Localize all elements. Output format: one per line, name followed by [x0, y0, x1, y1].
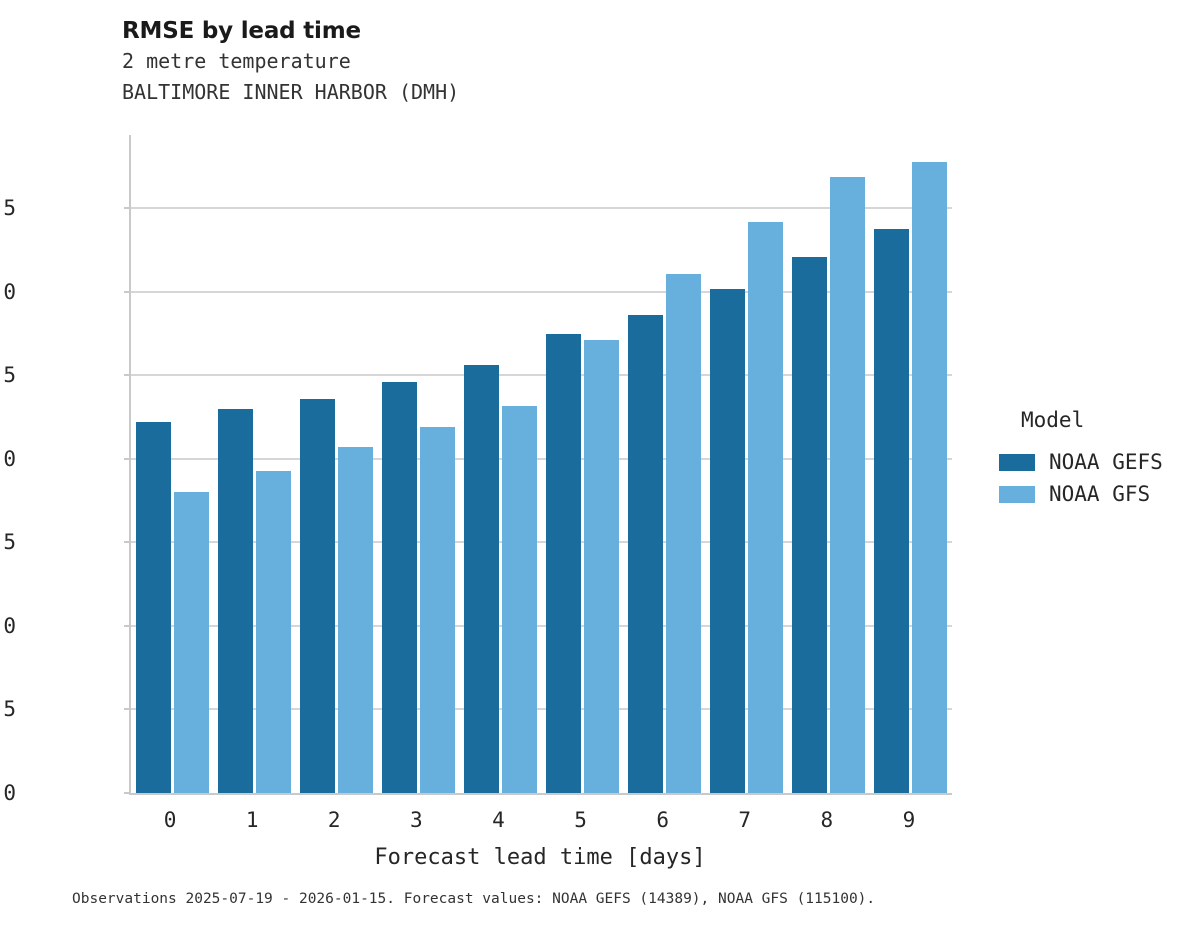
bar-noaa-gfs-lead-4 [501, 405, 537, 793]
y-axis-tick [124, 792, 131, 794]
y-axis-tick [124, 374, 131, 377]
x-axis-tick-label: 6 [656, 808, 669, 832]
gridline [131, 207, 952, 210]
bar-noaa-gfs-lead-2 [337, 447, 373, 793]
bar-noaa-gefs-lead-4 [463, 365, 499, 793]
bar-noaa-gfs-lead-5 [584, 340, 620, 793]
gridline [131, 624, 952, 627]
legend-item-label: NOAA GEFS [1049, 450, 1163, 474]
bar-noaa-gfs-lead-9 [912, 161, 948, 793]
bar-noaa-gefs-lead-6 [628, 315, 664, 793]
legend-title: Model [1021, 408, 1085, 432]
y-axis-tick-label: 2.5 [0, 363, 16, 388]
legend-swatch-icon [999, 485, 1035, 503]
x-axis-tick-label: 9 [902, 808, 916, 832]
bar-noaa-gfs-lead-8 [830, 176, 866, 793]
x-axis-tick-label: 0 [163, 808, 177, 832]
bar-noaa-gefs-lead-0 [135, 422, 171, 793]
y-axis-tick [124, 708, 131, 711]
gridline [131, 541, 952, 544]
x-axis-tick-label: 8 [820, 808, 834, 832]
y-axis-tick-label: 3.0 [0, 279, 16, 304]
bar-noaa-gfs-lead-0 [173, 492, 209, 793]
x-axis-tick-label: 7 [738, 808, 752, 832]
page-title: RMSE by lead time [122, 18, 361, 44]
bar-noaa-gefs-lead-5 [546, 333, 582, 793]
y-axis-tick-label: 0.0 [0, 781, 16, 805]
y-axis-tick-label: 0.5 [0, 697, 16, 722]
bar-noaa-gefs-lead-9 [874, 228, 910, 793]
legend-item-label: NOAA GFS [1049, 482, 1151, 506]
y-axis-tick-label: 1.5 [0, 530, 16, 555]
y-axis-tick [124, 624, 131, 627]
y-axis-tick [124, 207, 131, 210]
x-axis-tick-label: 5 [574, 808, 587, 832]
gridline [131, 708, 952, 711]
legend-entries: NOAA GEFS NOAA GFS [999, 446, 1163, 510]
x-axis-tick-label: 4 [492, 808, 505, 832]
chart-header: RMSE by lead time 2 metre temperature BA… [122, 16, 1022, 108]
x-axis-line [129, 793, 952, 795]
legend: Model NOAA GEFS NOAA GFS [999, 408, 1163, 510]
y-axis-tick-label: 3.5 [0, 196, 16, 221]
bar-noaa-gfs-lead-1 [255, 470, 291, 793]
bars-layer [131, 135, 952, 793]
y-axis-tick [124, 457, 131, 460]
y-axis-tick [124, 541, 131, 544]
y-axis-tick [124, 290, 131, 293]
legend-item-noaa-gfs[interactable]: NOAA GFS [999, 478, 1163, 510]
chart-station-name: BALTIMORE INNER HARBOR (DMH) [122, 80, 460, 104]
bar-noaa-gfs-lead-6 [666, 273, 702, 793]
gridline [131, 374, 952, 377]
bar-noaa-gefs-lead-1 [217, 408, 253, 793]
bar-noaa-gefs-lead-7 [710, 288, 746, 793]
footer-note: Observations 2025-07-19 - 2026-01-15. Fo… [72, 891, 876, 907]
x-axis-tick-label: 2 [327, 808, 341, 832]
plot-area [124, 135, 952, 794]
gridline [131, 457, 952, 460]
bar-noaa-gfs-lead-3 [419, 427, 455, 793]
y-axis-tick-label: 1.0 [0, 613, 16, 638]
y-axis-tick-label: 2.0 [0, 446, 16, 471]
bar-noaa-gefs-lead-3 [381, 382, 417, 793]
x-axis-tick-label: 1 [245, 808, 259, 832]
x-axis-title: Forecast lead time [days] [374, 845, 706, 870]
legend-swatch-icon [999, 453, 1035, 471]
bar-noaa-gefs-lead-8 [792, 256, 828, 793]
legend-item-noaa-gefs[interactable]: NOAA GEFS [999, 446, 1163, 478]
bar-noaa-gfs-lead-7 [748, 221, 784, 793]
x-axis-tick-label: 3 [410, 808, 423, 832]
chart-subtitle: 2 metre temperature [122, 49, 351, 73]
bar-noaa-gefs-lead-2 [299, 398, 335, 793]
gridline [131, 290, 952, 293]
